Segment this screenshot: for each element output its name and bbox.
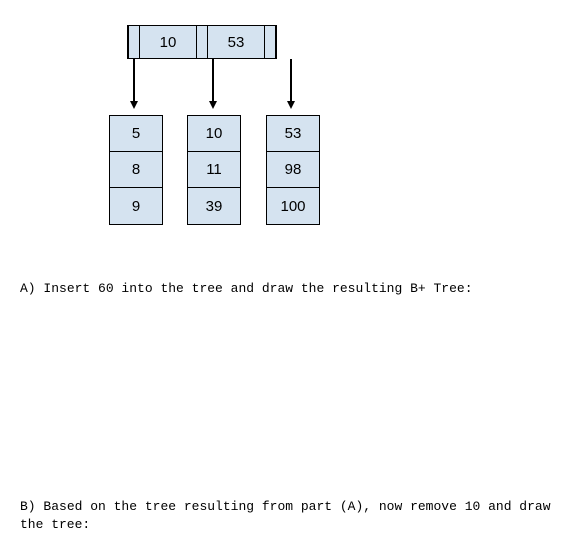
root-key: 10 (140, 26, 196, 58)
leaf-cell: 39 (188, 188, 240, 224)
question-b-label: B) (20, 499, 36, 514)
question-b-text: Based on the tree resulting from part (A… (20, 499, 551, 532)
root-pointer (264, 26, 276, 58)
leaf-cell: 53 (267, 116, 319, 152)
arrow-line (290, 59, 292, 103)
arrow-head (287, 101, 295, 109)
arrow-head (130, 101, 138, 109)
bplus-tree-diagram: 1053 5891011395398100 (0, 0, 585, 270)
question-a-text: Insert 60 into the tree and draw the res… (43, 281, 472, 296)
leaf-cell: 5 (110, 116, 162, 152)
leaf-cell: 98 (267, 152, 319, 188)
leaf-cell: 9 (110, 188, 162, 224)
leaf-node: 101139 (187, 115, 241, 225)
question-a: A) Insert 60 into the tree and draw the … (0, 280, 585, 298)
arrow-head (209, 101, 217, 109)
leaf-cell: 100 (267, 188, 319, 224)
question-b: B) Based on the tree resulting from part… (0, 498, 585, 534)
leaf-cell: 10 (188, 116, 240, 152)
root-node: 10 53 (127, 25, 277, 59)
question-a-label: A) (20, 281, 36, 296)
leaf-node: 589 (109, 115, 163, 225)
leaf-cell: 11 (188, 152, 240, 188)
leaf-cell: 8 (110, 152, 162, 188)
root-pointer (196, 26, 208, 58)
root-pointer (128, 26, 140, 58)
leaf-node: 5398100 (266, 115, 320, 225)
arrow-line (212, 59, 214, 103)
root-key: 53 (208, 26, 264, 58)
arrow-line (133, 59, 135, 103)
